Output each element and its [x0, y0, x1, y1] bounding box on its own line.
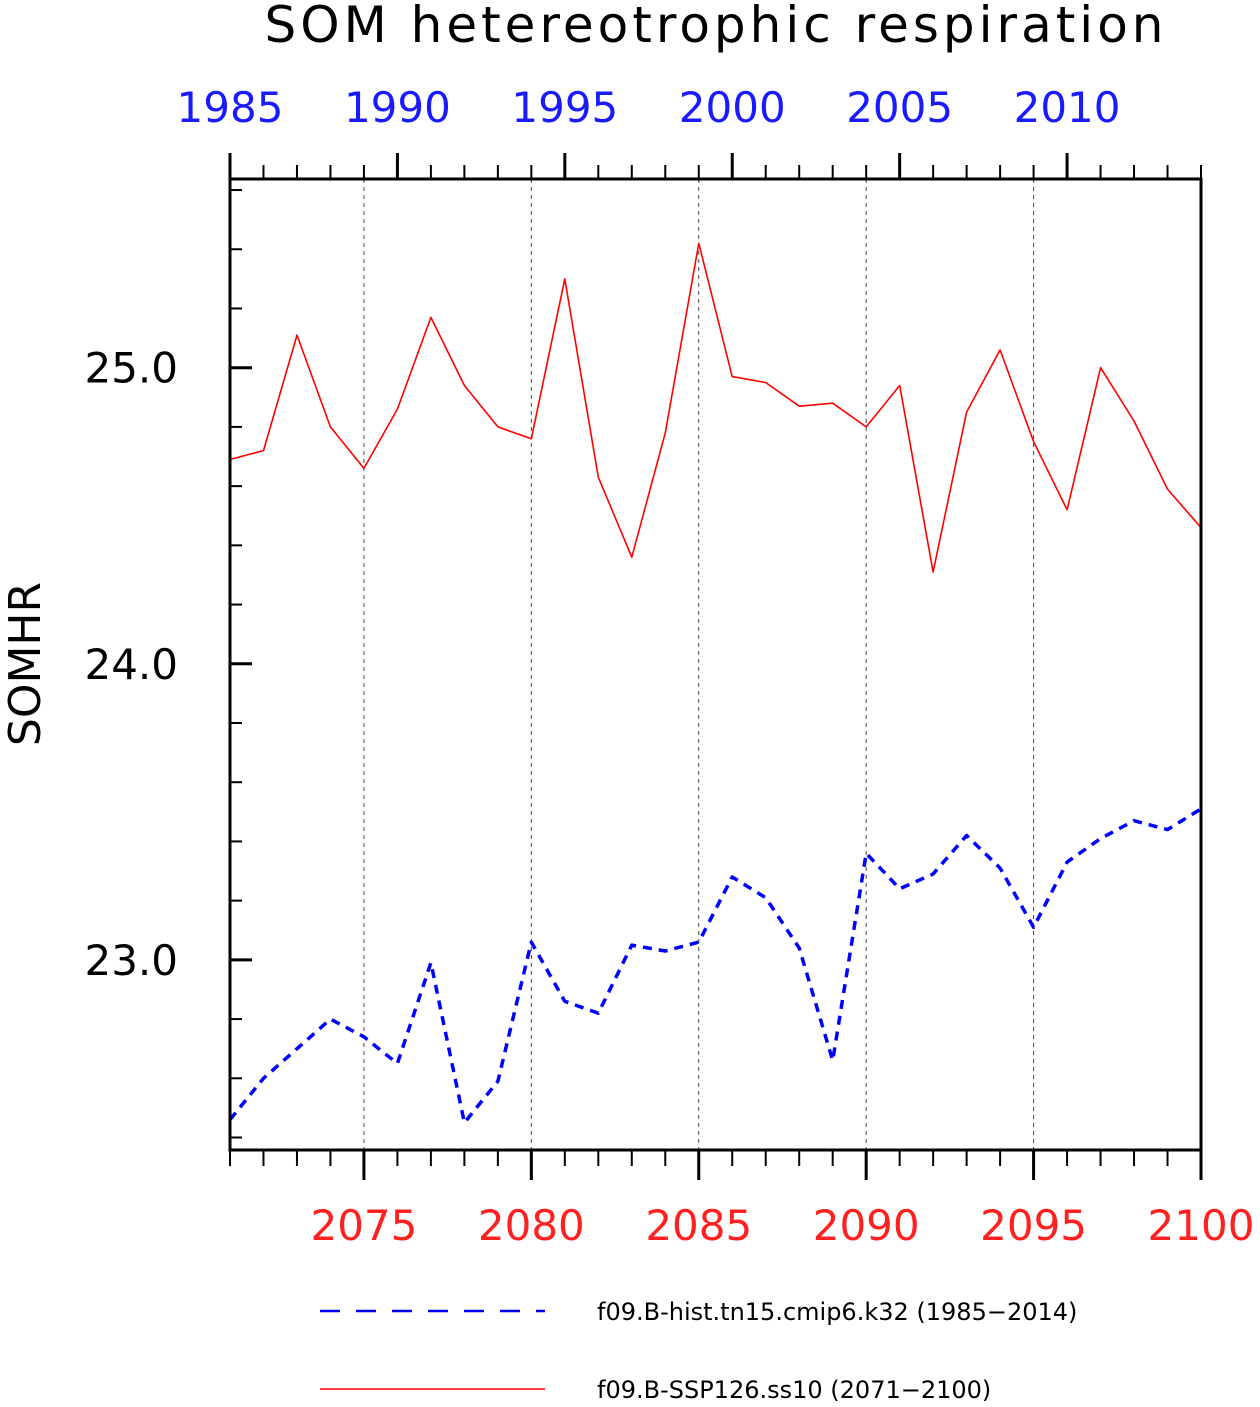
- top-x-label-2000: 2000: [679, 83, 786, 132]
- bottom-x-label-2080: 2080: [478, 1201, 585, 1250]
- chart-title: SOM hetereotrophic respiration: [265, 0, 1168, 54]
- axis-ticks: [228, 153, 1203, 1180]
- legend-label-historical: f09.B-hist.tn15.cmip6.k32 (1985−2014): [597, 1298, 1077, 1326]
- bottom-x-label-2095: 2095: [980, 1201, 1087, 1250]
- bottom-x-label-2085: 2085: [645, 1201, 752, 1250]
- top-x-label-2010: 2010: [1014, 83, 1121, 132]
- top-x-label-1985: 1985: [177, 83, 284, 132]
- y-tick-label-23.0: 23.0: [84, 936, 178, 985]
- vertical-gridlines: [363, 179, 1035, 1150]
- top-x-label-1995: 1995: [511, 83, 618, 132]
- series-line-historical: [228, 807, 1202, 1125]
- bottom-x-label-2075: 2075: [310, 1201, 417, 1250]
- top-x-label-2005: 2005: [846, 83, 953, 132]
- legend: f09.B-hist.tn15.cmip6.k32 (1985−2014) f0…: [320, 1298, 1077, 1404]
- plot-frame: [228, 177, 1203, 1152]
- series-lines: [228, 242, 1202, 1125]
- top-x-tick-labels: 1985 1990 1995 2000 2005 2010: [177, 83, 1121, 132]
- top-x-label-1990: 1990: [344, 83, 451, 132]
- series-line-ssp126: [229, 242, 1202, 573]
- y-tick-labels: 23.0 24.0 25.0: [84, 344, 178, 985]
- bottom-x-label-2090: 2090: [813, 1201, 920, 1250]
- y-tick-label-25.0: 25.0: [84, 344, 178, 393]
- y-tick-label-24.0: 24.0: [84, 640, 178, 689]
- bottom-x-label-2100: 2100: [1148, 1201, 1255, 1250]
- bottom-x-tick-labels: 2075 2080 2085 2090 2095 2100: [310, 1201, 1254, 1250]
- legend-label-ssp126: f09.B-SSP126.ss10 (2071−2100): [597, 1376, 991, 1404]
- y-axis-label: SOMHR: [0, 582, 51, 746]
